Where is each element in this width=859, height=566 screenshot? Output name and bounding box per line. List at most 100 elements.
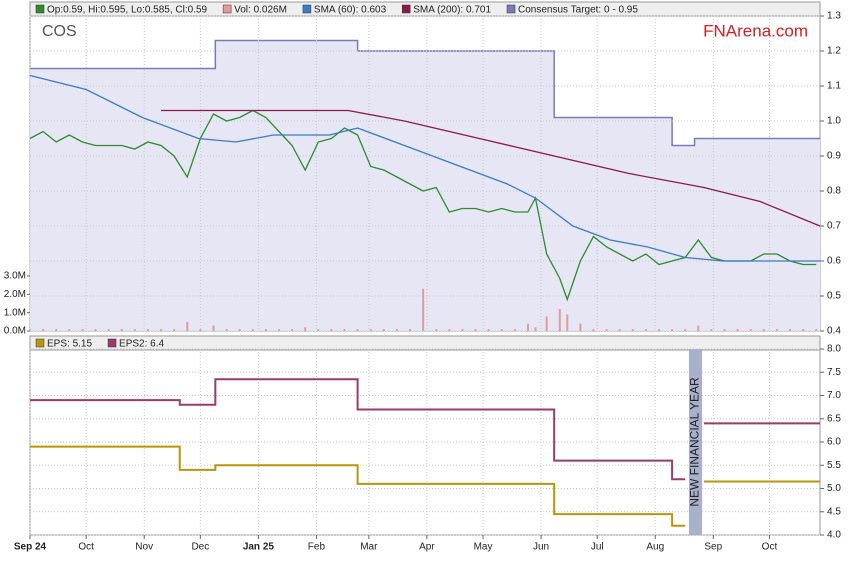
volume-bar xyxy=(448,329,451,331)
x-tick-label: Oct xyxy=(78,542,94,553)
y-tick-label: 0.8 xyxy=(827,186,841,197)
y-tick-label: 5.5 xyxy=(827,460,841,471)
volume-bar xyxy=(534,327,537,331)
legend-label: EPS2: 6.4 xyxy=(119,339,164,350)
y-tick-label: 0.5 xyxy=(827,291,841,302)
y-tick-label: 6.0 xyxy=(827,437,841,448)
panel-frame xyxy=(29,335,821,536)
volume-bar xyxy=(42,329,45,331)
series-line xyxy=(30,378,820,481)
volume-bar xyxy=(605,329,608,331)
volume-bar xyxy=(513,329,516,331)
legend-swatch xyxy=(222,4,232,14)
x-tick-label: Nov xyxy=(135,542,153,553)
series-line xyxy=(29,109,817,302)
volume-bar xyxy=(330,329,333,331)
y-tick-label: 8.0 xyxy=(827,344,841,355)
x-tick-label: Dec xyxy=(191,542,209,553)
volume-bar xyxy=(684,329,687,331)
volume-bar xyxy=(81,329,84,331)
x-tick-label: Sep xyxy=(704,542,722,553)
legend-swatch xyxy=(506,4,516,14)
y-tick-label: 7.0 xyxy=(827,390,841,401)
y-tick-label: 0.6 xyxy=(827,256,841,267)
volume-bar xyxy=(579,323,582,331)
volume-bar xyxy=(815,329,818,331)
y2-tick-label: 0.0M xyxy=(4,326,26,337)
volume-bar xyxy=(107,329,110,331)
volume-bar xyxy=(461,329,464,331)
volume-bar xyxy=(199,329,202,331)
volume-bar xyxy=(789,329,792,331)
volume-bar xyxy=(382,329,385,331)
volume-bar xyxy=(291,329,294,331)
volume-bar xyxy=(775,329,778,331)
annotation-band xyxy=(688,349,703,535)
series-line xyxy=(30,445,820,527)
volume-bar xyxy=(723,329,726,331)
legend-swatch xyxy=(107,338,117,348)
y-tick-label: 4.0 xyxy=(827,530,841,541)
y-tick-label: 0.9 xyxy=(827,151,841,162)
source: FNArena.com xyxy=(703,21,808,40)
y-tick-label: 0.4 xyxy=(827,326,841,337)
legend-label: Consensus Target: 0 - 0.95 xyxy=(518,5,638,16)
chart-title: COS xyxy=(42,23,77,40)
y-tick-label: 5.0 xyxy=(827,483,841,494)
annotation: NEW FINANCIAL YEAR xyxy=(688,377,702,507)
volume-bar xyxy=(304,327,307,331)
volume-bar xyxy=(644,329,647,331)
volume-bar xyxy=(500,329,503,331)
volume-bar xyxy=(762,329,765,331)
volume-bar xyxy=(68,329,71,331)
y2-tick-label: 3.0M xyxy=(4,271,26,282)
volume-bar xyxy=(566,314,569,331)
legend-label: Op:0.59, Hi:0.595, Lo:0.585, Cl:0.59 xyxy=(47,5,208,16)
x-tick-label: Jun xyxy=(533,542,549,553)
y-tick-label: 1.2 xyxy=(827,46,841,57)
volume-bar xyxy=(395,329,398,331)
x-tick-label: Jan 25 xyxy=(243,542,275,553)
volume-bar xyxy=(317,329,320,331)
legend-swatch xyxy=(302,4,312,14)
volume-bar xyxy=(671,329,674,331)
volume-bar xyxy=(558,309,561,331)
legend-swatch xyxy=(401,4,411,14)
y-tick-label: 4.5 xyxy=(827,506,841,517)
volume-bar xyxy=(474,329,477,331)
volume-bar xyxy=(369,329,372,331)
legend-label: SMA (200): 0.701 xyxy=(413,5,491,16)
x-tick-label: May xyxy=(474,542,493,553)
legend-label: SMA (60): 0.603 xyxy=(314,5,387,16)
volume-bar xyxy=(212,325,215,331)
volume-bar xyxy=(409,329,412,331)
y-tick-label: 6.5 xyxy=(827,413,841,424)
y-tick-label: 1.0 xyxy=(827,116,841,127)
volume-bar xyxy=(186,321,189,331)
legend-label: EPS: 5.15 xyxy=(47,339,92,350)
volume-bar xyxy=(264,329,267,331)
target-line xyxy=(30,39,820,147)
volume-bar xyxy=(618,329,621,331)
legend-band xyxy=(29,335,821,351)
volume-bar xyxy=(592,329,595,331)
volume-bar xyxy=(435,329,438,331)
volume-bar xyxy=(94,329,97,331)
y2-tick-label: 1.0M xyxy=(4,307,26,318)
series-line xyxy=(29,74,820,262)
legend-swatch xyxy=(35,4,45,14)
volume-bar xyxy=(343,329,346,331)
volume-bar xyxy=(55,329,58,331)
x-tick-label: Mar xyxy=(360,542,378,553)
x-tick-label: Oct xyxy=(762,542,778,553)
volume-bar xyxy=(749,329,752,331)
volume-bar xyxy=(736,329,739,331)
y-tick-label: 7.5 xyxy=(827,367,841,378)
volume-bar xyxy=(29,329,31,331)
volume-bar xyxy=(133,329,136,331)
x-tick-label: Jul xyxy=(591,542,604,553)
volume-bar xyxy=(160,329,163,331)
x-tick-label: Apr xyxy=(419,542,435,553)
volume-bar xyxy=(658,329,661,331)
y2-tick-label: 2.0M xyxy=(4,289,26,300)
